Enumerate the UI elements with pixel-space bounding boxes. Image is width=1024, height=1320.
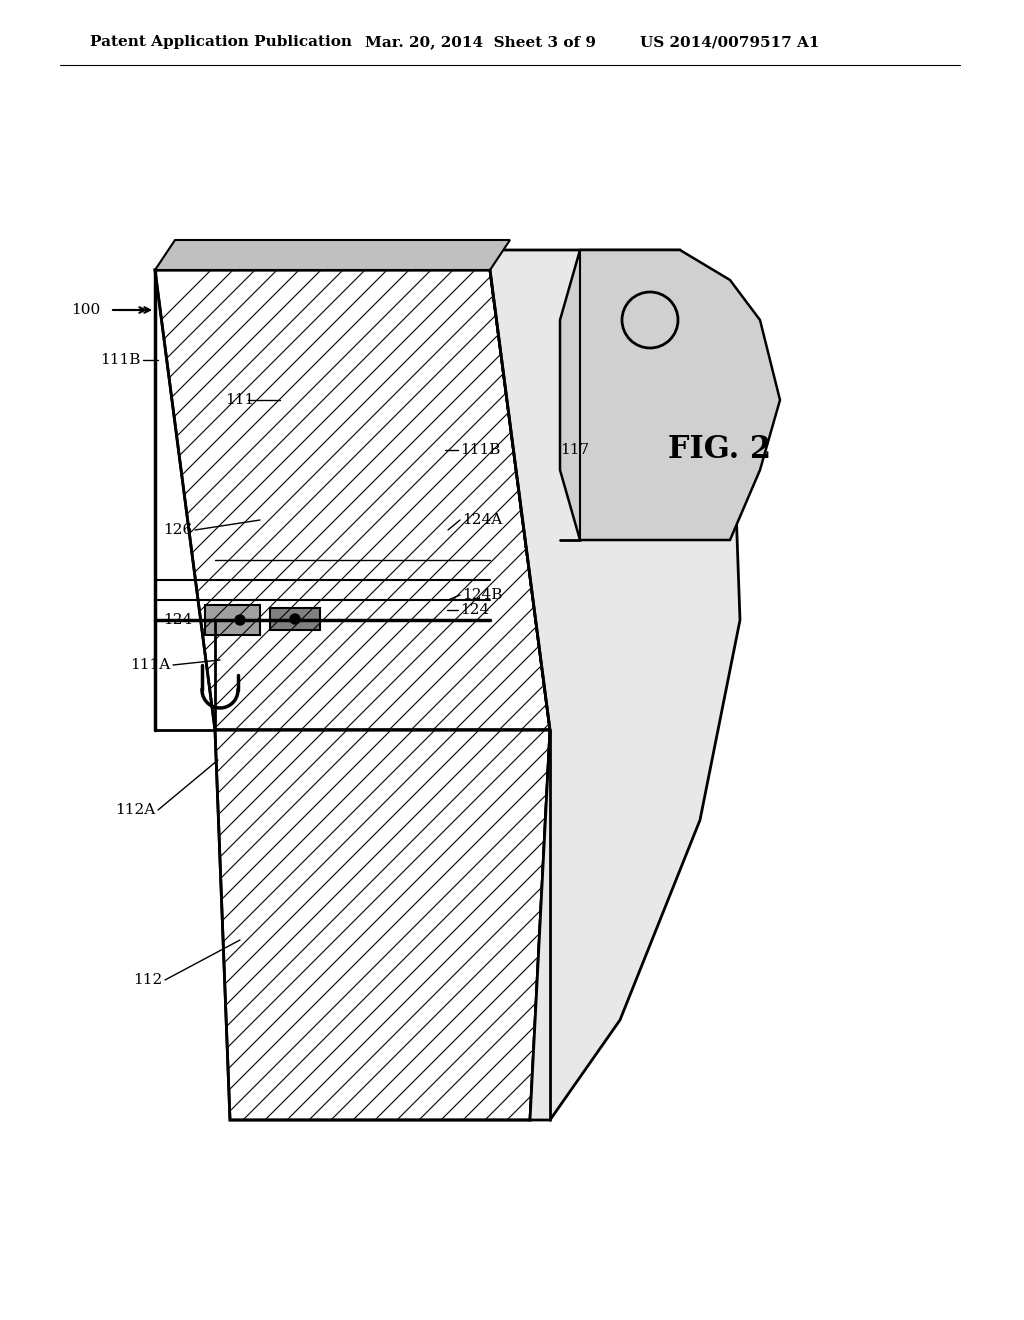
- Text: 117: 117: [560, 444, 589, 457]
- Text: 111A: 111A: [130, 657, 170, 672]
- Text: Patent Application Publication: Patent Application Publication: [90, 36, 352, 49]
- Text: 111B: 111B: [99, 352, 140, 367]
- Text: 124A: 124A: [462, 513, 502, 527]
- Text: FIG. 2: FIG. 2: [669, 434, 771, 466]
- Text: 126: 126: [163, 523, 193, 537]
- Polygon shape: [155, 271, 550, 730]
- Polygon shape: [215, 730, 550, 1119]
- Text: 124: 124: [460, 603, 489, 616]
- Polygon shape: [205, 605, 260, 635]
- Text: 111B: 111B: [460, 444, 501, 457]
- Circle shape: [290, 614, 300, 624]
- Circle shape: [234, 615, 245, 624]
- Text: 112: 112: [133, 973, 162, 987]
- Text: Mar. 20, 2014  Sheet 3 of 9: Mar. 20, 2014 Sheet 3 of 9: [365, 36, 596, 49]
- Text: US 2014/0079517 A1: US 2014/0079517 A1: [640, 36, 819, 49]
- Text: 124B: 124B: [462, 587, 503, 602]
- Text: 111: 111: [225, 393, 254, 407]
- Polygon shape: [560, 249, 780, 540]
- Polygon shape: [270, 609, 319, 630]
- Polygon shape: [490, 249, 740, 1119]
- Text: 112A: 112A: [115, 803, 155, 817]
- Polygon shape: [155, 240, 510, 271]
- Text: 124: 124: [163, 612, 193, 627]
- Text: 100: 100: [71, 304, 100, 317]
